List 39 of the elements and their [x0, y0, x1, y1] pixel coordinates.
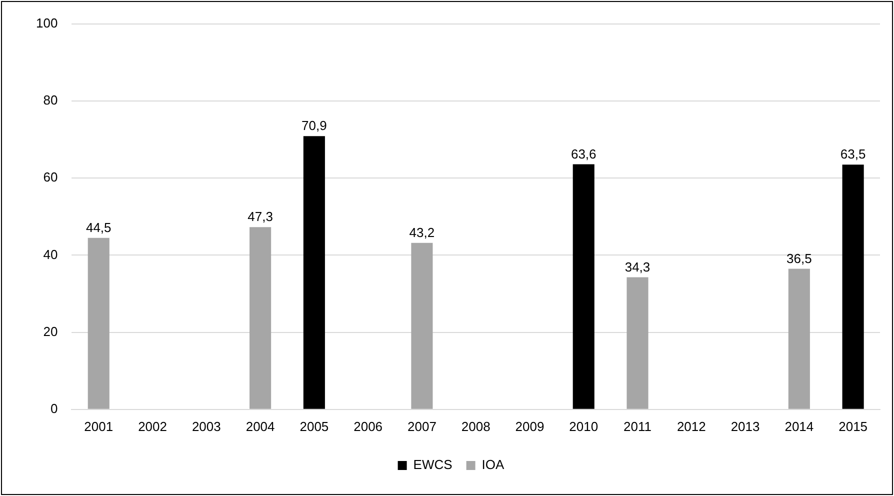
bar — [626, 277, 648, 409]
x-tick-label: 2011 — [624, 418, 652, 434]
data-label: 47,3 — [248, 209, 273, 224]
x-tick-label: 2015 — [838, 418, 868, 434]
y-tick-label: 100 — [36, 16, 58, 31]
x-tick-label: 2005 — [300, 418, 329, 434]
y-tick-label: 0 — [50, 400, 58, 416]
legend-label: IOA — [482, 457, 505, 472]
data-label: 43,2 — [409, 224, 435, 240]
bar — [842, 164, 864, 409]
y-tick-label: 80 — [43, 92, 58, 108]
bar — [572, 164, 594, 409]
bar — [411, 242, 433, 409]
bar — [88, 238, 110, 409]
x-tick-label: 2003 — [192, 418, 221, 434]
data-label: 70,9 — [302, 118, 327, 134]
bar — [788, 268, 810, 409]
data-label: 34,3 — [624, 259, 650, 274]
y-tick-label: 40 — [43, 246, 58, 262]
data-label: 63,6 — [570, 146, 596, 162]
data-label: 63,5 — [840, 146, 866, 162]
y-tick-label: 20 — [43, 324, 58, 339]
x-tick-label: 2004 — [246, 418, 275, 434]
y-tick-label: 60 — [43, 170, 58, 185]
x-tick-label: 2001 — [84, 418, 114, 434]
x-tick-label: 2010 — [569, 418, 598, 434]
bar — [303, 136, 325, 409]
x-tick-label: 2006 — [354, 418, 383, 434]
legend-label: EWCS — [413, 457, 453, 472]
x-tick-label: 2013 — [730, 418, 760, 434]
x-tick-label: 2008 — [461, 418, 490, 434]
x-tick-label: 2009 — [515, 418, 544, 434]
x-tick-label: 2007 — [407, 418, 436, 434]
data-label: 36,5 — [786, 250, 812, 266]
bar — [250, 227, 272, 409]
data-label: 44,5 — [86, 220, 112, 235]
x-tick-label: 2002 — [138, 418, 167, 434]
x-tick-label: 2014 — [784, 418, 814, 434]
x-tick-label: 2012 — [676, 418, 706, 434]
